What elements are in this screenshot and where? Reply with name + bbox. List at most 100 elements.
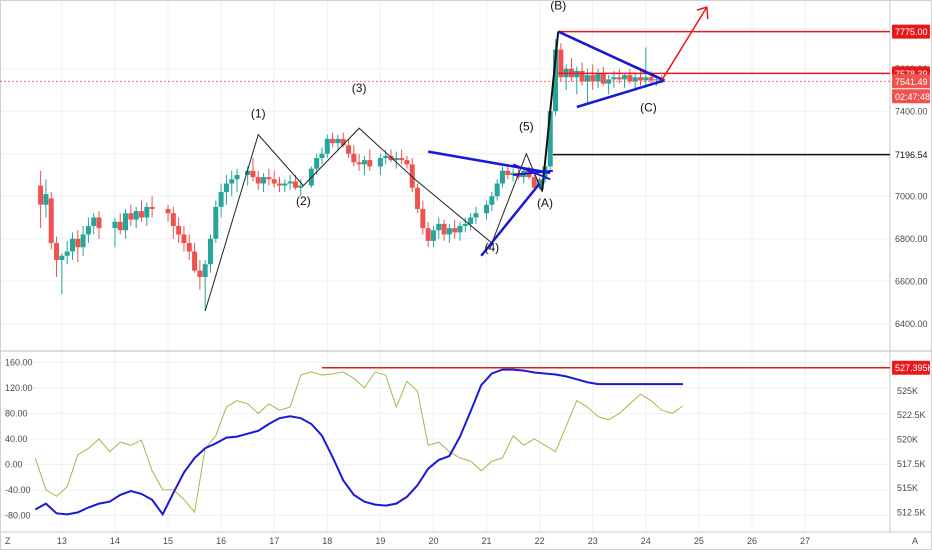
candle-down: [367, 160, 373, 167]
wedge-lower-line: [512, 169, 554, 176]
indicator-right-tick: 515K: [897, 483, 918, 493]
candle-down: [627, 75, 633, 82]
candle-up: [64, 251, 70, 256]
countdown-tag-text: 02:47:48: [895, 92, 930, 102]
price-level-tag-box: [892, 24, 930, 39]
candle-down: [38, 185, 44, 205]
candle-down: [415, 187, 421, 209]
candle-up: [123, 213, 129, 231]
x-tick-label: 14: [110, 536, 120, 546]
candle-down: [165, 209, 171, 214]
candle-down: [186, 243, 192, 252]
candle-down: [452, 228, 458, 233]
candle-up: [91, 217, 97, 226]
price-level-tag-text: 7578.39: [895, 69, 928, 79]
x-tick-label: 20: [428, 536, 438, 546]
indicator-left-tick: 80.00: [5, 408, 28, 418]
candle-down: [579, 70, 585, 82]
candle-up: [584, 75, 590, 82]
current-price-tag-text: 7541.49: [895, 77, 928, 87]
indicator-left-tick: -80.00: [5, 510, 31, 520]
candle-down: [404, 160, 410, 165]
candle-up: [484, 204, 490, 214]
candle-down: [351, 153, 357, 163]
candle-down: [250, 170, 256, 178]
candle-up: [361, 160, 367, 165]
x-tick-label: 18: [322, 536, 332, 546]
candle-down: [399, 158, 405, 161]
candle-up: [632, 77, 638, 82]
volume-trend-line: [34, 368, 683, 517]
candle-down: [271, 179, 277, 184]
candle-up: [287, 181, 293, 184]
current-price-tag-box: [892, 74, 930, 89]
candle-down: [181, 234, 187, 243]
indicator-left-tick: 120.00: [5, 383, 33, 393]
candle-up: [436, 223, 442, 231]
x-tick-label: 15: [163, 536, 173, 546]
wave-ab-line: [541, 31, 560, 190]
candle-up: [85, 226, 91, 235]
candle-down: [117, 221, 123, 231]
candle-down: [340, 138, 346, 146]
candle-up: [69, 238, 75, 252]
wave-label: (1): [251, 107, 266, 121]
candle-up: [59, 255, 65, 260]
candle-up: [144, 206, 150, 218]
wave-label: (5): [519, 119, 534, 133]
y-tick-label: 7000.00: [895, 191, 928, 201]
candle-down: [441, 223, 447, 235]
triangle-lower-line: [480, 182, 541, 257]
candle-down: [425, 228, 431, 241]
candle-up: [653, 79, 659, 81]
x-tick-label: 19: [375, 536, 385, 546]
candle-down: [75, 238, 81, 248]
candle-down: [149, 206, 155, 209]
candle-up: [282, 183, 288, 186]
candle-down: [356, 162, 362, 165]
candle-up: [377, 158, 383, 167]
wave-label: (4): [485, 241, 500, 255]
x-tick-label: 21: [482, 536, 492, 546]
candle-down: [48, 198, 54, 243]
candle-down: [192, 251, 198, 271]
candle-up: [473, 213, 479, 218]
time-axis-marker-right: A: [912, 536, 918, 546]
candle-up: [510, 172, 516, 175]
candle-up: [547, 111, 553, 167]
indicator-right-tick: 525K: [897, 386, 918, 396]
candle-down: [346, 145, 352, 154]
countdown-tag-box: [892, 89, 930, 104]
y-tick-label: 7400.00: [895, 106, 928, 116]
candle-down: [330, 138, 336, 144]
indicator-left-tick: 160.00: [5, 357, 33, 367]
candle-up: [202, 264, 208, 277]
x-tick-label: 24: [641, 536, 651, 546]
x-tick-label: 16: [216, 536, 226, 546]
wave-label: (C): [640, 100, 657, 114]
candle-up: [213, 206, 219, 239]
candle-up: [335, 138, 341, 144]
indicator-level-tag-box: [892, 360, 930, 375]
candle-up: [468, 217, 474, 224]
oscillator-line: [34, 371, 684, 514]
candle-up: [494, 183, 500, 197]
candle-down: [409, 164, 415, 188]
candle-down: [176, 226, 182, 235]
candle-down: [420, 209, 426, 229]
candle-down: [505, 170, 511, 175]
candle-up: [234, 175, 240, 180]
wave-label: (3): [352, 81, 367, 95]
price-level-tag-text: 7775.00: [895, 27, 928, 37]
candle-down: [138, 211, 144, 218]
candle-down: [590, 75, 596, 82]
candle-down: [531, 177, 537, 188]
candle-up: [446, 228, 452, 235]
candle-up: [133, 211, 139, 220]
candle-up: [314, 158, 320, 169]
indicator-left-tick: 0.00: [5, 459, 23, 469]
candle-down: [648, 77, 654, 81]
indicator-right-tick: 520K: [897, 435, 918, 445]
